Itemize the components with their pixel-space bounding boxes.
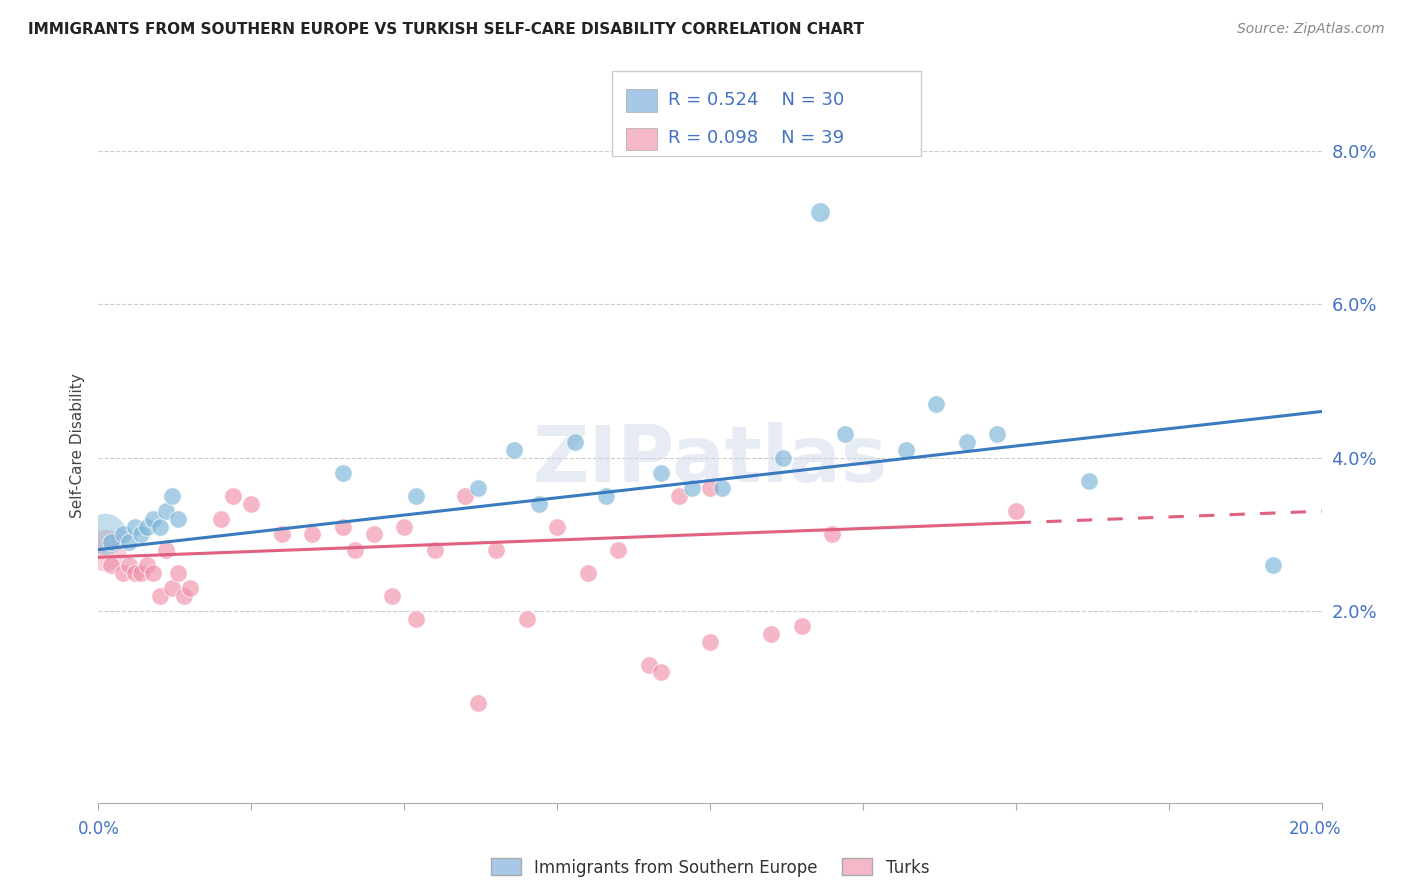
Point <box>516 612 538 626</box>
Point <box>564 435 586 450</box>
Point <box>808 205 831 219</box>
Point <box>392 519 416 533</box>
Point <box>956 435 979 450</box>
Point <box>772 450 794 465</box>
Text: 0.0%: 0.0% <box>77 820 120 838</box>
Point <box>160 489 183 503</box>
Point <box>1261 558 1284 572</box>
Point <box>405 612 427 626</box>
Point <box>111 527 134 541</box>
Point <box>668 489 690 503</box>
Point <box>699 481 721 495</box>
Point <box>155 504 177 518</box>
Point <box>485 542 508 557</box>
Point <box>129 527 152 541</box>
Point <box>124 519 146 533</box>
Point <box>790 619 813 633</box>
Point <box>222 489 245 503</box>
Point <box>699 634 721 648</box>
Point <box>650 665 672 680</box>
Text: R = 0.098    N = 39: R = 0.098 N = 39 <box>668 129 844 147</box>
Point <box>681 481 703 495</box>
Point <box>503 442 526 457</box>
Point <box>332 466 354 480</box>
Point <box>136 558 159 572</box>
Point <box>179 581 201 595</box>
Point <box>93 542 115 557</box>
Point <box>454 489 477 503</box>
Point <box>821 527 844 541</box>
Point <box>142 512 165 526</box>
Point <box>467 481 489 495</box>
Point <box>167 566 190 580</box>
Point <box>423 542 446 557</box>
Y-axis label: Self-Care Disability: Self-Care Disability <box>69 374 84 518</box>
Text: 20.0%: 20.0% <box>1288 820 1341 838</box>
Text: R = 0.524    N = 30: R = 0.524 N = 30 <box>668 91 844 109</box>
Point <box>344 542 367 557</box>
Point <box>595 489 617 503</box>
Point <box>111 566 134 580</box>
Point <box>405 489 427 503</box>
Point <box>650 466 672 480</box>
Point <box>301 527 323 541</box>
Point <box>93 527 115 541</box>
Point <box>637 657 661 672</box>
Point <box>155 542 177 557</box>
Text: Source: ZipAtlas.com: Source: ZipAtlas.com <box>1237 22 1385 37</box>
Point <box>363 527 385 541</box>
Point <box>149 519 172 533</box>
Point <box>467 696 489 710</box>
Point <box>167 512 190 526</box>
Legend: Immigrants from Southern Europe, Turks: Immigrants from Southern Europe, Turks <box>491 858 929 877</box>
Point <box>209 512 232 526</box>
Point <box>332 519 354 533</box>
Text: ZIPatlas: ZIPatlas <box>533 422 887 499</box>
Point <box>129 566 152 580</box>
Text: IMMIGRANTS FROM SOUTHERN EUROPE VS TURKISH SELF-CARE DISABILITY CORRELATION CHAR: IMMIGRANTS FROM SOUTHERN EUROPE VS TURKI… <box>28 22 865 37</box>
Point <box>986 427 1008 442</box>
Point <box>173 589 195 603</box>
Point <box>759 627 782 641</box>
Point <box>270 527 292 541</box>
Point <box>1004 504 1026 518</box>
Point <box>607 542 630 557</box>
Point <box>834 427 856 442</box>
Point <box>894 442 917 457</box>
Point <box>711 481 734 495</box>
Point <box>576 566 599 580</box>
Point <box>527 497 550 511</box>
Point <box>136 519 159 533</box>
Point <box>142 566 165 580</box>
Point <box>149 589 172 603</box>
Point <box>160 581 183 595</box>
Point <box>100 535 122 549</box>
Point <box>1078 474 1101 488</box>
Point <box>100 558 122 572</box>
Point <box>118 535 141 549</box>
Point <box>118 558 141 572</box>
Point <box>925 397 948 411</box>
Point <box>124 566 146 580</box>
Point <box>381 589 404 603</box>
Point <box>546 519 568 533</box>
Point <box>240 497 263 511</box>
